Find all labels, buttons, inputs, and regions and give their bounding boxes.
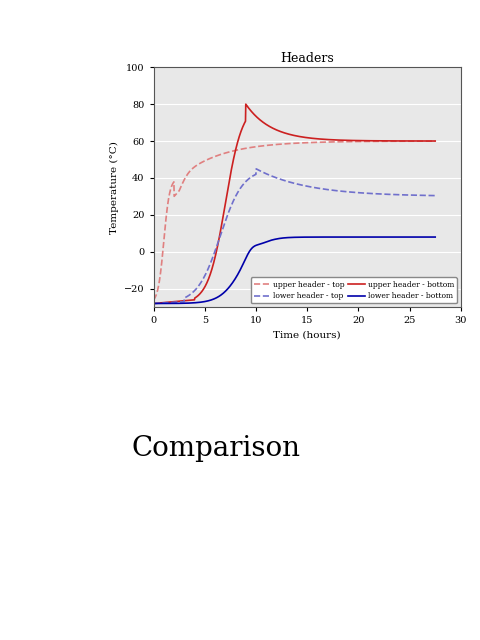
Line: lower header - bottom: lower header - bottom <box>154 237 435 303</box>
lower header - top <box>265 171 271 179</box>
upper header - bottom <box>376 137 382 145</box>
lower header - top <box>180 298 185 306</box>
lower header - bottom <box>432 233 438 241</box>
Line: upper header - bottom: upper header - bottom <box>154 104 435 303</box>
lower header - top <box>376 190 382 198</box>
lower header - bottom <box>151 300 156 307</box>
lower header - top <box>432 192 438 200</box>
upper header - bottom <box>180 297 185 305</box>
Line: lower header - top: lower header - top <box>154 169 435 303</box>
upper header - bottom <box>151 300 156 307</box>
upper header - bottom <box>275 127 281 134</box>
upper header - bottom <box>265 122 271 129</box>
Line: upper header - top: upper header - top <box>154 141 435 300</box>
upper header - top <box>370 138 376 145</box>
lower header - top <box>253 165 259 173</box>
lower header - bottom <box>275 235 280 243</box>
upper header - top <box>180 180 185 188</box>
X-axis label: Time (hours): Time (hours) <box>274 331 341 340</box>
upper header - top <box>344 138 350 145</box>
upper header - top <box>432 137 438 145</box>
lower header - top <box>371 190 376 198</box>
Legend: upper header - top, lower header - top, upper header - bottom, lower header - bo: upper header - top, lower header - top, … <box>251 278 457 303</box>
lower header - bottom <box>180 300 185 307</box>
upper header - top <box>151 296 156 303</box>
lower header - bottom <box>370 233 376 241</box>
Title: Headers: Headers <box>280 52 334 65</box>
lower header - top <box>344 188 350 196</box>
upper header - top <box>375 138 381 145</box>
upper header - bottom <box>243 100 249 108</box>
lower header - bottom <box>344 233 350 241</box>
upper header - bottom <box>432 137 438 145</box>
upper header - bottom <box>344 136 350 144</box>
lower header - top <box>275 175 281 182</box>
lower header - bottom <box>375 233 381 241</box>
lower header - bottom <box>264 237 270 245</box>
Text: Comparison: Comparison <box>132 435 300 461</box>
upper header - bottom <box>371 137 376 145</box>
upper header - top <box>264 141 270 149</box>
Y-axis label: Temperature (°C): Temperature (°C) <box>109 141 119 234</box>
lower header - top <box>151 300 156 307</box>
upper header - top <box>275 141 280 148</box>
